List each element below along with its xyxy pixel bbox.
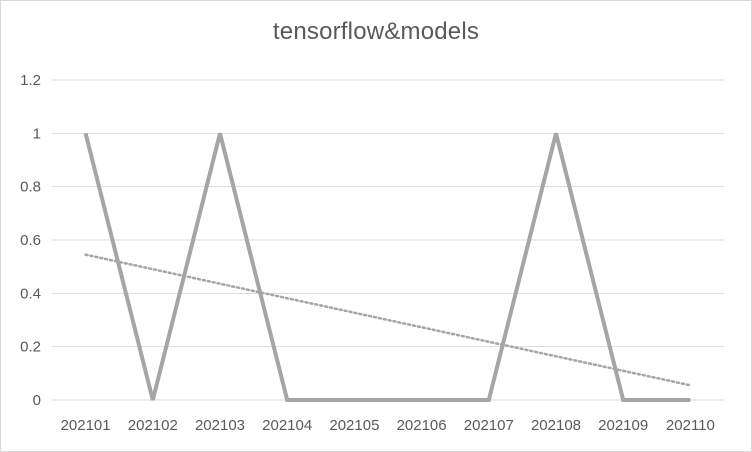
x-tick-label: 202107 — [464, 417, 514, 434]
x-tick-label: 202106 — [397, 417, 447, 434]
y-tick-label: 1 — [33, 125, 41, 142]
x-tick-label: 202102 — [128, 417, 178, 434]
trendline-layer — [84, 253, 692, 387]
x-tick-label: 202110 — [666, 417, 715, 434]
x-axis-tick-labels: 202101 202102 202103 202104 202105 202106 2021… — [61, 417, 715, 434]
series-layer — [83, 132, 691, 402]
y-tick-label: 0.2 — [20, 339, 41, 356]
x-tick-label: 202103 — [195, 417, 245, 434]
x-tick-label: 202109 — [598, 417, 648, 434]
trendline — [84, 253, 692, 387]
y-tick-label: 0.8 — [20, 179, 41, 196]
x-tick-label: 202104 — [262, 417, 312, 434]
series-line — [83, 132, 691, 402]
y-tick-label: 0.6 — [20, 232, 41, 249]
x-tick-label: 202101 — [61, 417, 111, 434]
y-tick-label: 0 — [33, 392, 41, 409]
gridlines — [52, 79, 724, 401]
chart-title: tensorflow&models — [272, 18, 480, 45]
y-axis-tick-labels: 0 0.2 0.4 0.6 0.8 1 1.2 — [20, 72, 41, 409]
x-tick-label: 202108 — [531, 417, 581, 434]
y-tick-label: 1.2 — [20, 72, 41, 89]
y-tick-label: 0.4 — [20, 285, 41, 302]
x-tick-label: 202105 — [329, 417, 379, 434]
